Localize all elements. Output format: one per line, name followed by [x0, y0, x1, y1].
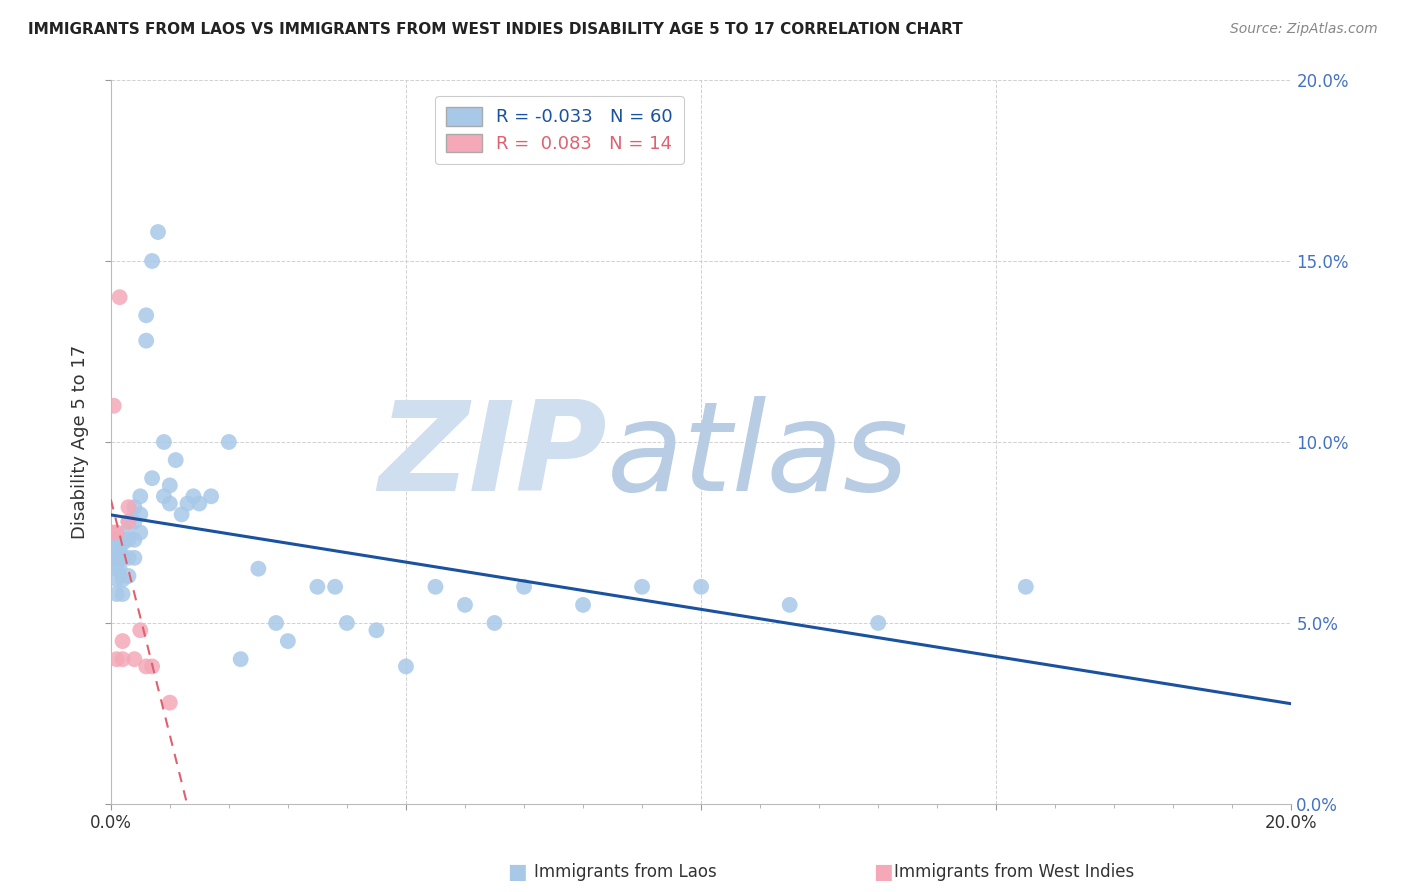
Point — [159, 496, 181, 510]
Point — [135, 659, 157, 673]
Point — [101, 525, 124, 540]
Point — [513, 580, 536, 594]
Text: ■: ■ — [508, 863, 527, 882]
Point — [105, 652, 128, 666]
Point — [103, 399, 125, 413]
Point — [247, 562, 270, 576]
Point — [103, 550, 125, 565]
Point — [103, 533, 125, 547]
Point — [124, 652, 146, 666]
Point — [141, 254, 163, 268]
Point — [105, 525, 128, 540]
Point — [425, 580, 447, 594]
Point — [129, 624, 152, 638]
Point — [484, 615, 506, 630]
Point — [183, 489, 205, 503]
Text: Source: ZipAtlas.com: Source: ZipAtlas.com — [1230, 22, 1378, 37]
Text: Immigrants from West Indies: Immigrants from West Indies — [894, 863, 1135, 881]
Point — [141, 659, 163, 673]
Point — [170, 508, 193, 522]
Legend: R = -0.033   N = 60, R =  0.083   N = 14: R = -0.033 N = 60, R = 0.083 N = 14 — [434, 96, 683, 164]
Point — [336, 615, 359, 630]
Point — [218, 434, 240, 449]
Point — [117, 533, 139, 547]
Point — [454, 598, 477, 612]
Point — [111, 573, 134, 587]
Point — [146, 225, 169, 239]
Point — [165, 453, 187, 467]
Point — [111, 536, 134, 550]
Point — [105, 550, 128, 565]
Point — [129, 508, 152, 522]
Point — [366, 624, 388, 638]
Point — [117, 569, 139, 583]
Y-axis label: Disability Age 5 to 17: Disability Age 5 to 17 — [72, 345, 89, 539]
Point — [124, 550, 146, 565]
Text: IMMIGRANTS FROM LAOS VS IMMIGRANTS FROM WEST INDIES DISABILITY AGE 5 TO 17 CORRE: IMMIGRANTS FROM LAOS VS IMMIGRANTS FROM … — [28, 22, 963, 37]
Point — [117, 515, 139, 529]
Point — [124, 533, 146, 547]
Point — [111, 550, 134, 565]
Point — [153, 489, 176, 503]
Point — [141, 471, 163, 485]
Point — [323, 580, 346, 594]
Point — [135, 308, 157, 322]
Point — [200, 489, 222, 503]
Point — [229, 652, 252, 666]
Point — [307, 580, 329, 594]
Point — [111, 634, 134, 648]
Text: Immigrants from Laos: Immigrants from Laos — [534, 863, 717, 881]
Point — [114, 525, 136, 540]
Point — [690, 580, 713, 594]
Point — [108, 562, 131, 576]
Point — [129, 525, 152, 540]
Point — [264, 615, 287, 630]
Point — [111, 652, 134, 666]
Point — [105, 536, 128, 550]
Point — [124, 515, 146, 529]
Point — [1015, 580, 1038, 594]
Point — [779, 598, 801, 612]
Point — [129, 489, 152, 503]
Point — [176, 496, 198, 510]
Text: ZIP: ZIP — [378, 396, 606, 517]
Point — [159, 478, 181, 492]
Point — [631, 580, 654, 594]
Point — [105, 587, 128, 601]
Point — [105, 562, 128, 576]
Text: atlas: atlas — [606, 396, 908, 517]
Point — [108, 290, 131, 304]
Point — [153, 434, 176, 449]
Point — [572, 598, 595, 612]
Point — [135, 334, 157, 348]
Point — [395, 659, 418, 673]
Point — [111, 587, 134, 601]
Point — [159, 696, 181, 710]
Point — [117, 500, 139, 515]
Point — [117, 550, 139, 565]
Point — [868, 615, 890, 630]
Text: ■: ■ — [873, 863, 893, 882]
Point — [188, 496, 211, 510]
Point — [117, 515, 139, 529]
Point — [108, 543, 131, 558]
Point — [124, 500, 146, 515]
Point — [105, 573, 128, 587]
Point — [277, 634, 299, 648]
